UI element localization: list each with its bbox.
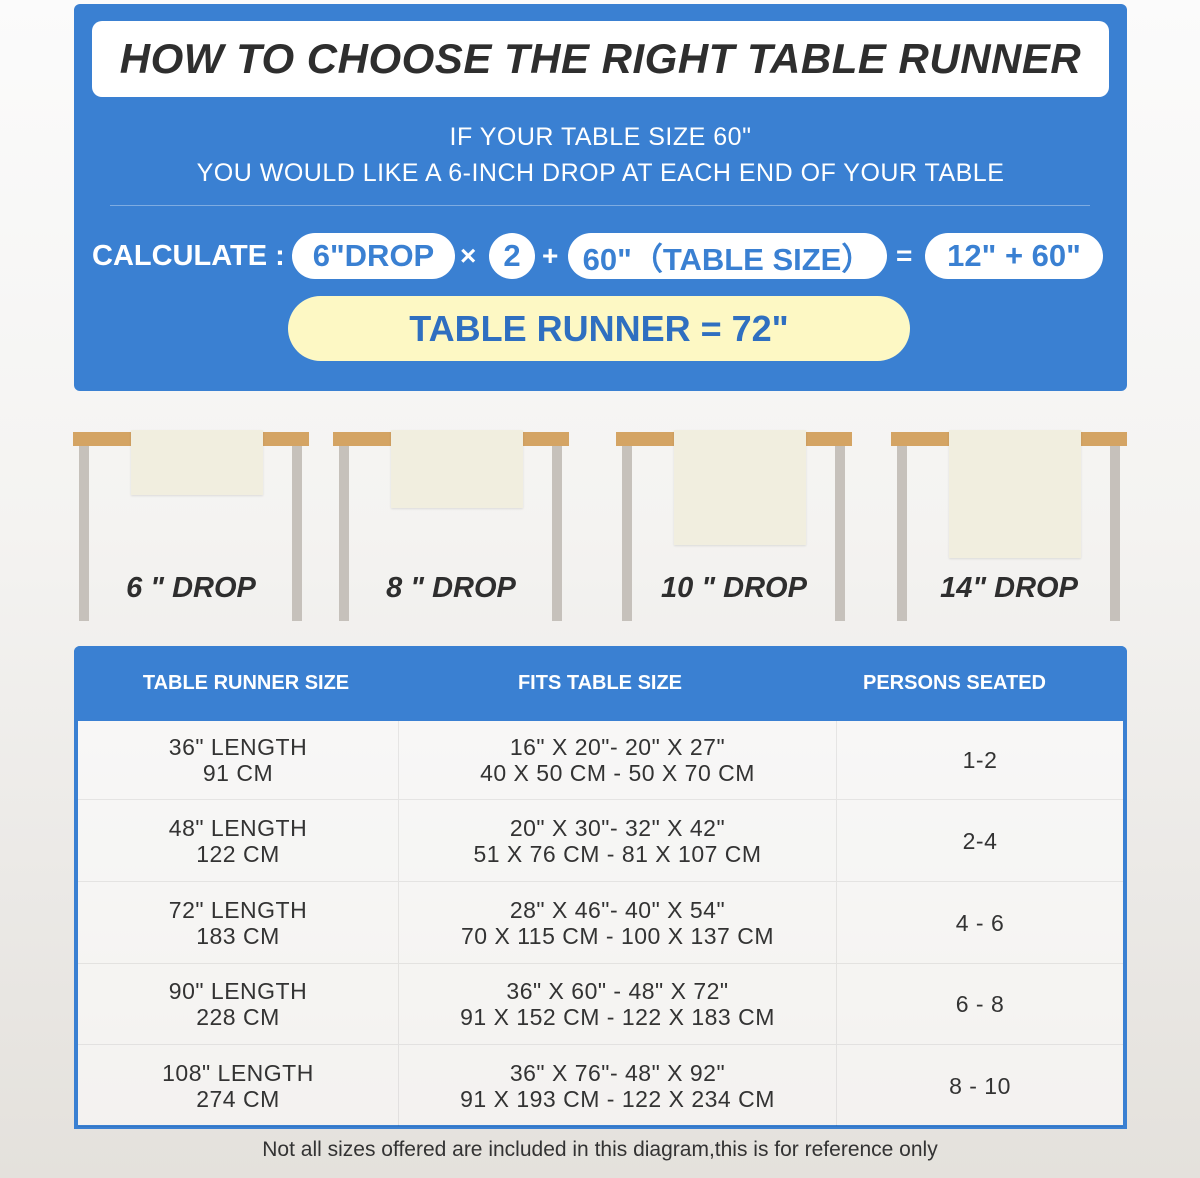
table-row: 72" LENGTH 183 CM 28" X 46"- 40" X 54" 70 … (78, 882, 1123, 964)
size-cm: 183 CM (196, 922, 280, 949)
drop-pill: 6"DROP (292, 233, 455, 279)
fits-cm: 70 X 115 CM - 100 X 137 CM (461, 922, 774, 949)
table-size-pill: 60"（TABLE SIZE） (568, 233, 887, 279)
size-inches: 90" LENGTH (168, 978, 308, 1004)
runner-size-cell: 90" LENGTH 228 CM (78, 964, 399, 1044)
fits-inches: 16" X 20"- 20" X 27" (509, 734, 726, 760)
fits-table-cell: 20" X 30"- 32" X 42" 51 X 76 CM - 81 X 10… (399, 800, 837, 881)
fits-cm: 91 X 193 CM - 122 X 234 CM (460, 1085, 775, 1112)
size-cm: 122 CM (196, 840, 280, 867)
size-cm: 91 CM (202, 760, 274, 786)
size-inches: 36" LENGTH (168, 734, 308, 760)
header-runner-size: TABLE RUNNER SIZE (142, 672, 350, 694)
fits-table-cell: 16" X 20"- 20" X 27" 40 X 50 CM - 50 X 70… (399, 721, 837, 799)
drop-label: 14" DROP (940, 572, 1078, 604)
fits-inches: 36" X 60" - 48" X 72" (506, 978, 729, 1004)
times-sign: × (460, 240, 477, 271)
table-leg (79, 446, 89, 621)
multiplier-pill: 2 (489, 233, 535, 279)
size-cm: 274 CM (196, 1085, 280, 1112)
runner-size-cell: 72" LENGTH 183 CM (78, 882, 399, 963)
divider (110, 205, 1090, 206)
size-table (74, 646, 1127, 1129)
table-runner-drop (131, 430, 263, 495)
fits-inches: 36" X 76"- 48" X 92" (509, 1059, 726, 1086)
header-persons: PERSONS SEATED (863, 672, 1046, 694)
drop-label: 8 " DROP (386, 572, 516, 604)
fits-cm: 91 X 152 CM - 122 X 183 CM (460, 1004, 775, 1030)
table-runner-drop (674, 430, 806, 545)
runner-size-cell: 36" LENGTH 91 CM (78, 721, 399, 799)
drop-label: 10 " DROP (661, 572, 807, 604)
table-leg (552, 446, 562, 621)
plus-sign: + (542, 240, 559, 271)
table-leg (622, 446, 632, 621)
table-leg (835, 446, 845, 621)
table-row: 90" LENGTH 228 CM 36" X 60" - 48" X 72" 91… (78, 964, 1123, 1045)
table-leg (897, 446, 907, 621)
fits-inches: 28" X 46"- 40" X 54" (509, 896, 726, 923)
table-runner-drop (949, 430, 1081, 558)
table-runner-drop (391, 430, 523, 508)
table-leg (339, 446, 349, 621)
fits-inches: 20" X 30"- 32" X 42" (509, 814, 726, 841)
intro-line-2: YOU WOULD LIKE A 6-INCH DROP AT EACH END… (196, 159, 1005, 187)
persons-cell: 8 - 10 (949, 1072, 1011, 1099)
persons-cell: 6 - 8 (955, 991, 1005, 1017)
page-title: HOW TO CHOOSE THE RIGHT TABLE RUNNER (92, 21, 1109, 97)
size-inches: 48" LENGTH (168, 814, 308, 841)
header-fits-table: FITS TABLE SIZE (517, 672, 683, 694)
runner-size-cell: 48" LENGTH 122 CM (78, 800, 399, 881)
table-header: TABLE RUNNER SIZE FITS TABLE SIZE PERSON… (74, 646, 1127, 721)
fits-cm: 51 X 76 CM - 81 X 107 CM (473, 840, 762, 867)
persons-cell: 1-2 (962, 747, 998, 773)
fits-table-cell: 36" X 60" - 48" X 72" 91 X 152 CM - 122 X… (399, 964, 837, 1044)
persons-cell: 4 - 6 (955, 909, 1005, 936)
table-row: 48" LENGTH 122 CM 20" X 30"- 32" X 42" 51 … (78, 800, 1123, 882)
fits-table-cell: 28" X 46"- 40" X 54" 70 X 115 CM - 100 X … (399, 882, 837, 963)
table-leg (1110, 446, 1120, 621)
fits-table-cell: 36" X 76"- 48" X 92" 91 X 193 CM - 122 X … (399, 1045, 837, 1126)
table-leg (292, 446, 302, 621)
intro-line-1: IF YOUR TABLE SIZE 60" (449, 123, 752, 151)
disclaimer-note: Not all sizes offered are included in th… (262, 1138, 938, 1161)
size-cm: 228 CM (196, 1004, 280, 1030)
size-inches: 108" LENGTH (162, 1059, 314, 1086)
sum-pill: 12" + 60" (925, 233, 1103, 279)
drop-label: 6 " DROP (126, 572, 256, 604)
persons-cell: 2-4 (962, 827, 998, 854)
runner-size-cell: 108" LENGTH 274 CM (78, 1045, 399, 1126)
fits-cm: 40 X 50 CM - 50 X 70 CM (480, 760, 755, 786)
calculate-label: CALCULATE : (92, 239, 285, 272)
result-pill: TABLE RUNNER = 72" (288, 296, 910, 361)
equals-sign: = (896, 240, 913, 271)
table-row: 36" LENGTH 91 CM 16" X 20"- 20" X 27" 40 X… (78, 721, 1123, 800)
size-inches: 72" LENGTH (168, 896, 308, 923)
table-row: 108" LENGTH 274 CM 36" X 76"- 48" X 92" 91… (78, 1045, 1123, 1127)
